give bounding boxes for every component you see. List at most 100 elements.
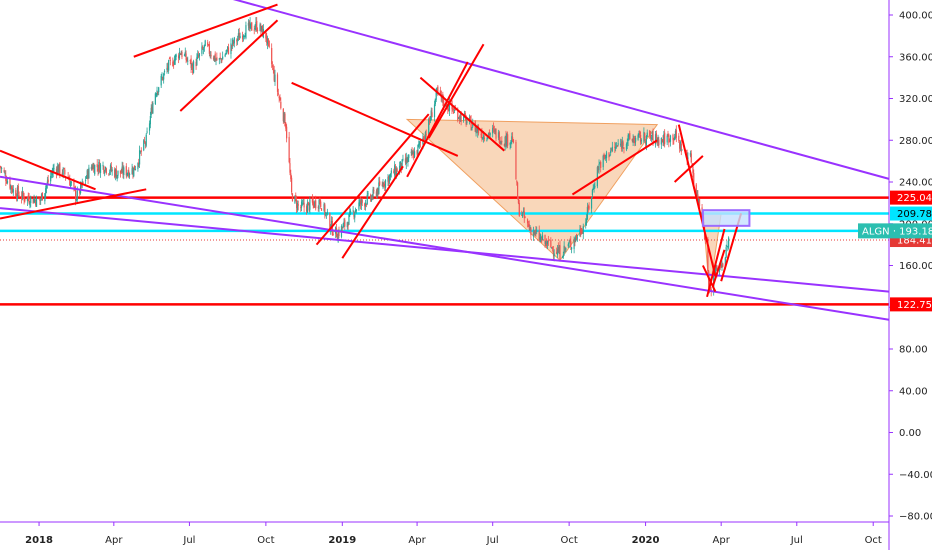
candle-body xyxy=(379,181,381,185)
candle-body xyxy=(121,166,123,173)
candle-body xyxy=(148,123,151,131)
candle-body xyxy=(70,182,72,187)
candle-body xyxy=(388,175,390,183)
candle-body xyxy=(605,156,607,159)
candle-body xyxy=(111,169,113,172)
candle-body xyxy=(208,44,210,54)
y-tick-label: 240.00 xyxy=(899,178,932,189)
candle-body xyxy=(724,257,726,269)
candle-body xyxy=(297,204,299,206)
candle-body xyxy=(290,173,292,179)
candle-body xyxy=(239,36,241,39)
candle-body xyxy=(29,204,31,206)
candle-body xyxy=(550,239,552,248)
y-tick-label: 40.00 xyxy=(899,386,928,397)
candle-body xyxy=(650,137,652,139)
candle-body xyxy=(10,185,12,190)
candle-body xyxy=(714,269,716,274)
candle-body xyxy=(667,134,669,136)
candle-body xyxy=(454,109,456,111)
candle-body xyxy=(679,142,681,149)
candle-body xyxy=(349,211,351,215)
candle-body xyxy=(662,139,664,144)
candle-body xyxy=(137,162,139,170)
candle-body xyxy=(303,202,305,208)
candle-body xyxy=(152,103,154,114)
candle-body xyxy=(620,143,622,146)
candle-body xyxy=(301,203,304,205)
candle-body xyxy=(617,143,619,145)
candle-body xyxy=(562,254,564,258)
candle-body xyxy=(443,100,445,106)
candle-body xyxy=(459,114,461,121)
candle-body xyxy=(18,195,20,197)
candle-body xyxy=(355,209,357,213)
candle-body xyxy=(439,90,441,93)
candle-body xyxy=(457,110,459,121)
candle-body xyxy=(458,117,460,119)
candle-body xyxy=(381,184,383,186)
candle-body xyxy=(428,118,431,122)
candle-body xyxy=(276,74,279,92)
candle-body xyxy=(530,228,532,236)
candle-body xyxy=(332,233,334,236)
candle-body xyxy=(540,237,542,238)
candle-body xyxy=(155,94,157,96)
candle-body xyxy=(586,206,589,220)
trendline-12 xyxy=(427,43,485,139)
candle-body xyxy=(488,132,490,136)
candle-body xyxy=(463,114,465,121)
candle-body xyxy=(201,46,203,54)
candle-body xyxy=(728,237,730,248)
candle-body xyxy=(529,228,531,231)
candle-body xyxy=(237,33,240,38)
candle-body xyxy=(192,64,194,74)
candle-body xyxy=(620,141,623,149)
candle-body xyxy=(552,250,554,255)
candle-body xyxy=(516,181,518,183)
candle-body xyxy=(138,162,140,164)
candle-body xyxy=(674,130,677,138)
candle-body xyxy=(575,236,577,241)
candle-body xyxy=(279,97,281,101)
candle-body xyxy=(260,26,262,32)
candle-body xyxy=(85,177,88,179)
candle-body xyxy=(40,199,42,201)
candle-body xyxy=(33,199,35,203)
highlight-box xyxy=(701,209,751,227)
candle-body xyxy=(551,247,553,249)
candle-body xyxy=(655,133,657,139)
candle-body xyxy=(692,166,694,174)
candle-body xyxy=(168,60,170,71)
candle-body xyxy=(431,112,433,118)
candle-body xyxy=(424,132,426,140)
candle-body xyxy=(59,163,61,175)
candle-body xyxy=(143,140,145,151)
candle-body xyxy=(672,134,674,141)
candle-body xyxy=(255,21,257,28)
candle-body xyxy=(69,179,71,186)
candle-body xyxy=(390,170,392,174)
candle-body xyxy=(360,199,363,205)
candle-body xyxy=(183,54,186,56)
candle-body xyxy=(352,210,354,212)
candle-body xyxy=(576,237,579,239)
candle-body xyxy=(399,165,401,173)
trendline-16 xyxy=(701,265,717,293)
candle-body xyxy=(224,54,226,57)
candle-body xyxy=(423,136,425,140)
candle-body xyxy=(56,166,58,175)
candle-body xyxy=(79,190,81,194)
candle-body xyxy=(266,37,268,43)
candle-body xyxy=(22,192,24,196)
candle-body xyxy=(151,106,153,114)
candle-body xyxy=(305,206,308,212)
candle-body xyxy=(354,212,356,218)
candle-body xyxy=(221,59,223,62)
candle-body xyxy=(652,130,654,144)
candle-body xyxy=(39,199,41,202)
candle-body xyxy=(218,58,220,60)
candle-body xyxy=(227,47,230,54)
candle-body xyxy=(127,172,129,175)
